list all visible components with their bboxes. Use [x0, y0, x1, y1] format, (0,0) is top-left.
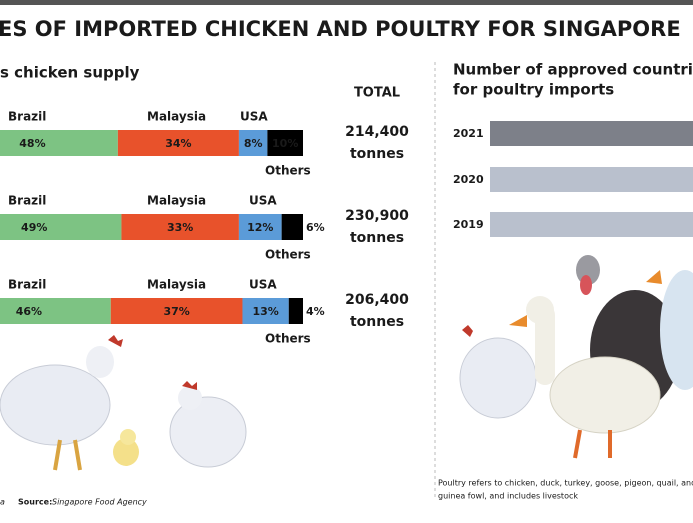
bar-segment	[288, 298, 303, 324]
category-label: 2021	[453, 127, 484, 140]
total-unit: tonnes	[350, 314, 404, 330]
series-name: USA	[249, 278, 277, 292]
right-title: for poultry imports	[453, 81, 614, 99]
value-label: 34%	[165, 137, 191, 150]
category-label: 2020	[453, 173, 484, 186]
series-name: Others	[265, 164, 311, 178]
bar-segment	[267, 130, 303, 156]
series-name: Others	[265, 248, 311, 262]
series-name: USA	[240, 110, 268, 124]
total: 206,400	[345, 292, 409, 308]
bar-segment	[0, 130, 118, 156]
value-label: 48%	[19, 137, 45, 150]
bar-segment	[242, 298, 289, 324]
value-label: 10%	[272, 137, 298, 150]
title: ES OF IMPORTED CHICKEN AND POULTRY FOR S…	[0, 17, 681, 41]
value-label: 37%	[163, 305, 189, 318]
total: 230,900	[345, 208, 409, 224]
value-label: 12%	[247, 221, 273, 234]
series-name: Brazil	[8, 194, 46, 208]
value-label: 33%	[167, 221, 193, 234]
right-title: Number of approved countrie	[453, 61, 693, 79]
value-label: 8%	[244, 137, 263, 150]
value-label: 13%	[252, 305, 278, 318]
series-name: Others	[265, 332, 311, 346]
bar-shape	[490, 212, 693, 237]
bar-segment	[0, 214, 122, 240]
series-name: USA	[249, 194, 277, 208]
series-name: Malaysia	[147, 110, 206, 124]
bar-shape	[490, 167, 693, 192]
category-label: 2019	[453, 218, 484, 231]
series-name: Brazil	[8, 278, 46, 292]
bar-segment	[281, 214, 303, 240]
top-band	[0, 0, 693, 5]
bar-segment	[110, 298, 243, 324]
chicken-illustrations	[0, 255, 693, 471]
series-name: Brazil	[8, 110, 46, 124]
value-label: 49%	[21, 221, 47, 234]
total-unit: tonnes	[350, 146, 404, 162]
value-label: 4%	[306, 305, 325, 318]
series-name: Malaysia	[147, 194, 206, 208]
source: Singapore Food Agency	[52, 498, 147, 507]
subtitle: s chicken supply	[0, 64, 140, 82]
value-label: 6%	[306, 221, 325, 234]
bar-segment	[117, 130, 239, 156]
note: Poultry refers to chicken, duck, turkey,…	[438, 479, 693, 488]
total-header: TOTAL	[354, 86, 400, 101]
bar-segment	[0, 298, 111, 324]
series-name: Malaysia	[147, 278, 206, 292]
bar-shape	[490, 121, 693, 146]
source-prefix: a	[0, 498, 5, 507]
bar-segment	[238, 214, 282, 240]
total: 214,400	[345, 124, 409, 140]
value-label: 46%	[16, 305, 42, 318]
source-label: Source:	[18, 498, 52, 507]
note: guinea fowl, and includes livestock	[438, 492, 578, 501]
total-unit: tonnes	[350, 230, 404, 246]
bar-segment	[121, 214, 239, 240]
bar-segment	[238, 130, 268, 156]
